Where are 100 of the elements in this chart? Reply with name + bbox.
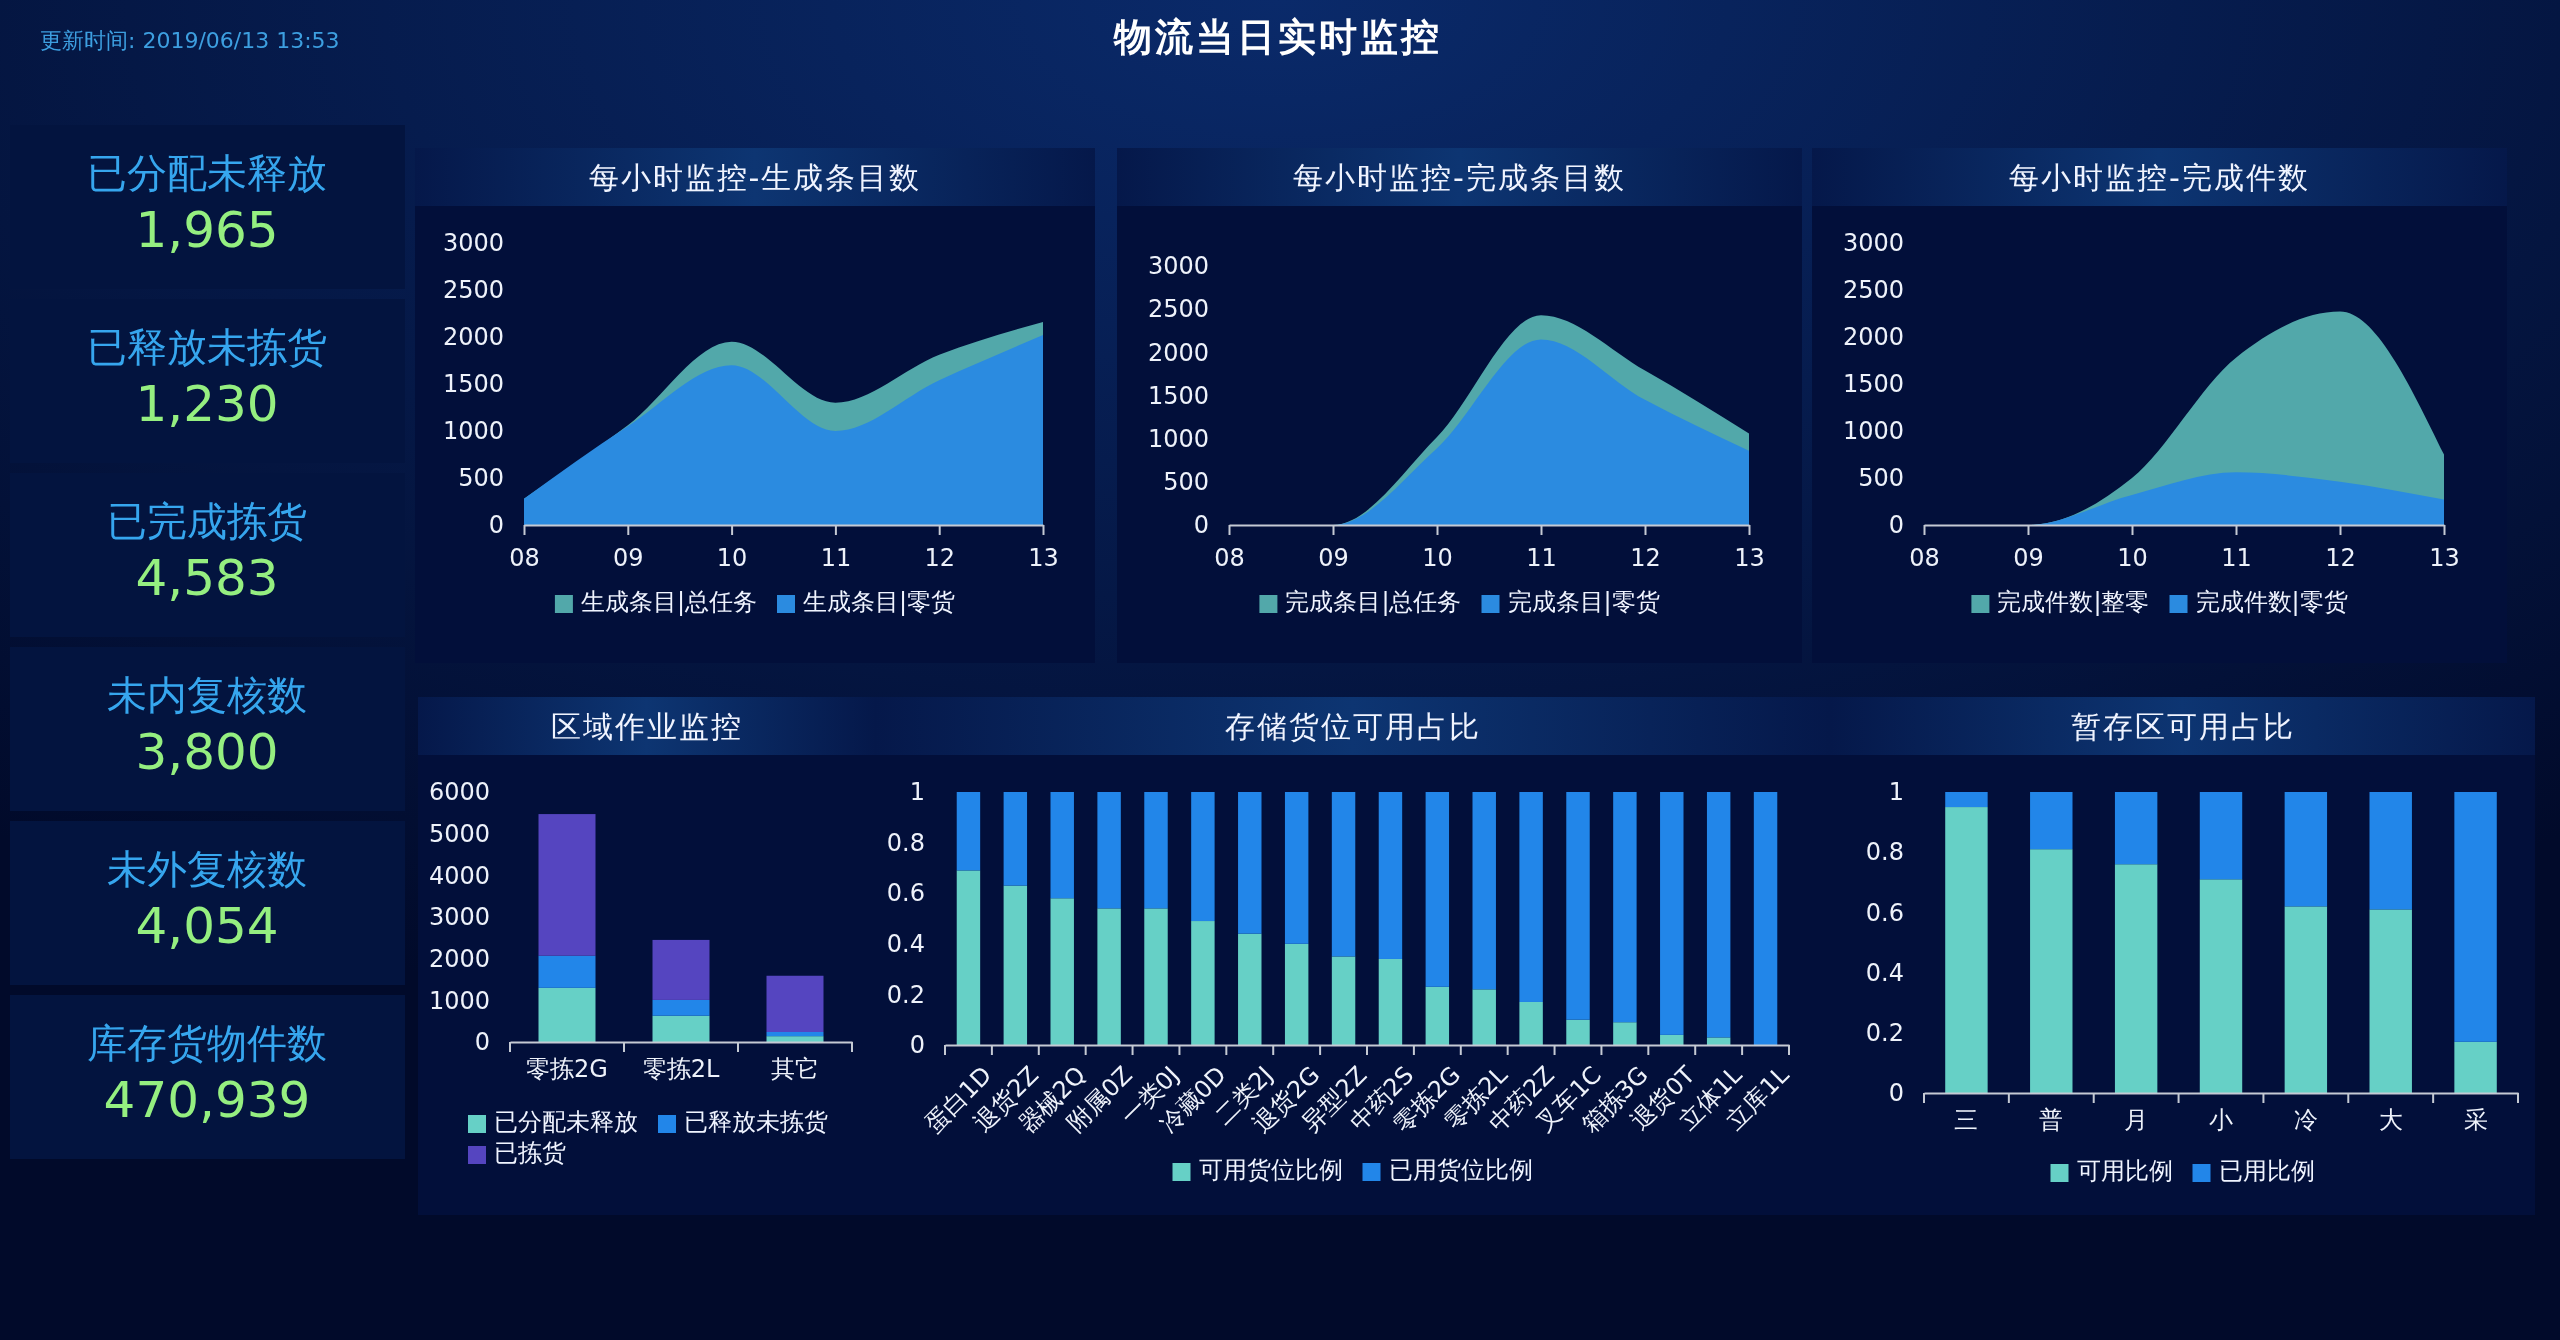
y-tick-label: 0 xyxy=(909,1031,925,1060)
y-tick-label: 2000 xyxy=(1147,338,1209,367)
x-tick-label: 09 xyxy=(1318,544,1349,573)
y-tick-label: 1 xyxy=(1888,778,1904,807)
legend-label: 完成条目|零货 xyxy=(1507,588,1660,616)
y-tick-label: 0.6 xyxy=(886,879,925,908)
y-tick-label: 0 xyxy=(1193,511,1209,540)
y-tick-label: 6000 xyxy=(428,778,490,807)
y-tick-label: 0.8 xyxy=(1865,838,1904,867)
y-tick-label: 3000 xyxy=(442,229,504,258)
x-tick-label: 12 xyxy=(1630,544,1661,573)
y-tick-label: 0.4 xyxy=(1865,958,1904,987)
y-tick-label: 0.8 xyxy=(886,828,925,857)
bar xyxy=(1613,1022,1637,1045)
bar xyxy=(2454,792,2497,1042)
bar xyxy=(1238,792,1262,934)
bar xyxy=(1050,898,1074,1045)
y-tick-label: 2000 xyxy=(428,944,490,973)
x-tick-label: 月 xyxy=(2124,1106,2149,1135)
category-label: 已完成拣货 xyxy=(107,498,307,544)
text: 更新时间: 2019/06/13 13:53 xyxy=(40,28,340,53)
y-tick-label: 1 xyxy=(909,778,925,807)
legend-label: 完成件数|整零 xyxy=(1997,588,2150,616)
chart-title: 暂存区可用占比 xyxy=(2070,709,2295,744)
bar xyxy=(2454,1041,2497,1093)
x-tick-label: 大 xyxy=(2378,1106,2403,1135)
bar xyxy=(2114,792,2158,865)
bar xyxy=(766,1032,824,1037)
bar xyxy=(2030,849,2073,1093)
bar xyxy=(1097,792,1121,909)
x-tick-label: 冷 xyxy=(2293,1106,2318,1135)
x-tick-label: 10 xyxy=(1422,544,1453,573)
bar xyxy=(766,975,824,1032)
bar xyxy=(1566,792,1590,1020)
x-tick-label: 08 xyxy=(1909,544,1940,573)
category-label: 库存货物件数 xyxy=(87,1020,327,1066)
bar xyxy=(1472,792,1496,990)
x-tick-label: 采 xyxy=(2463,1106,2488,1135)
category-label: 已分配未释放 xyxy=(87,150,327,196)
y-tick-label: 5000 xyxy=(428,819,490,848)
bar xyxy=(956,792,981,871)
y-tick-label: 0 xyxy=(488,511,504,540)
y-tick-label: 500 xyxy=(458,464,504,493)
bar xyxy=(538,987,596,1042)
x-tick-label: 零拣2L xyxy=(642,1055,720,1084)
y-tick-label: 1500 xyxy=(1147,381,1209,410)
bar xyxy=(1945,792,1988,808)
bar xyxy=(1003,792,1028,886)
y-tick-label: 2000 xyxy=(1842,323,1904,352)
legend-label: 完成条目|总任务 xyxy=(1285,588,1462,616)
bar xyxy=(1425,986,1450,1045)
bar xyxy=(1519,1001,1543,1045)
bar xyxy=(2199,879,2243,1093)
y-tick-label: 500 xyxy=(1858,464,1904,493)
bar xyxy=(1191,921,1215,1045)
x-tick-label: 08 xyxy=(1214,544,1245,573)
x-tick-label: 09 xyxy=(613,544,644,573)
y-tick-label: 1500 xyxy=(1842,370,1904,399)
x-tick-label: 11 xyxy=(2221,544,2252,573)
bar xyxy=(2284,906,2328,1093)
text: 物流当日实时监控 xyxy=(1113,15,1442,59)
category-label: 已释放未拣货 xyxy=(87,324,327,370)
y-tick-label: 2500 xyxy=(442,276,504,305)
x-tick-label: 10 xyxy=(2117,544,2148,573)
bar xyxy=(1144,792,1168,909)
bar xyxy=(1284,792,1309,944)
bar xyxy=(1945,807,1988,1093)
bar xyxy=(1144,908,1168,1045)
x-tick-label: 其它 xyxy=(771,1055,819,1084)
legend-label: 可用货位比例 xyxy=(1198,1156,1343,1184)
x-tick-label: 11 xyxy=(1526,544,1557,573)
y-tick-label: 1000 xyxy=(428,986,490,1015)
bar xyxy=(538,955,596,988)
category-label: 未内复核数 xyxy=(107,672,307,718)
x-tick-label: 08 xyxy=(509,544,540,573)
y-tick-label: 0.2 xyxy=(886,980,925,1009)
bar xyxy=(1660,1034,1684,1045)
x-tick-label: 13 xyxy=(1734,544,1765,573)
bar xyxy=(1003,885,1028,1045)
x-tick-label: 13 xyxy=(1028,544,1059,573)
bar xyxy=(1284,943,1309,1045)
y-tick-label: 3000 xyxy=(428,903,490,932)
bar xyxy=(1238,933,1262,1045)
y-tick-label: 0.4 xyxy=(886,929,925,958)
bar xyxy=(2284,792,2328,907)
bar xyxy=(2199,792,2243,880)
bar xyxy=(2369,792,2412,910)
bar xyxy=(1660,792,1684,1035)
y-tick-label: 500 xyxy=(1163,468,1209,497)
legend-label: 已分配未释放 xyxy=(494,1108,638,1136)
x-tick-label: 13 xyxy=(2429,544,2460,573)
y-tick-label: 1000 xyxy=(1842,417,1904,446)
y-tick-label: 0 xyxy=(1888,511,1904,540)
y-tick-label: 0 xyxy=(474,1028,490,1057)
y-tick-label: 2000 xyxy=(442,323,504,352)
y-tick-label: 1000 xyxy=(1147,424,1209,453)
legend-label: 完成件数|零货 xyxy=(2195,588,2348,616)
y-tick-label: 3000 xyxy=(1147,252,1209,281)
chart-title: 存储货位可用占比 xyxy=(1224,709,1481,744)
bar xyxy=(1191,792,1215,922)
